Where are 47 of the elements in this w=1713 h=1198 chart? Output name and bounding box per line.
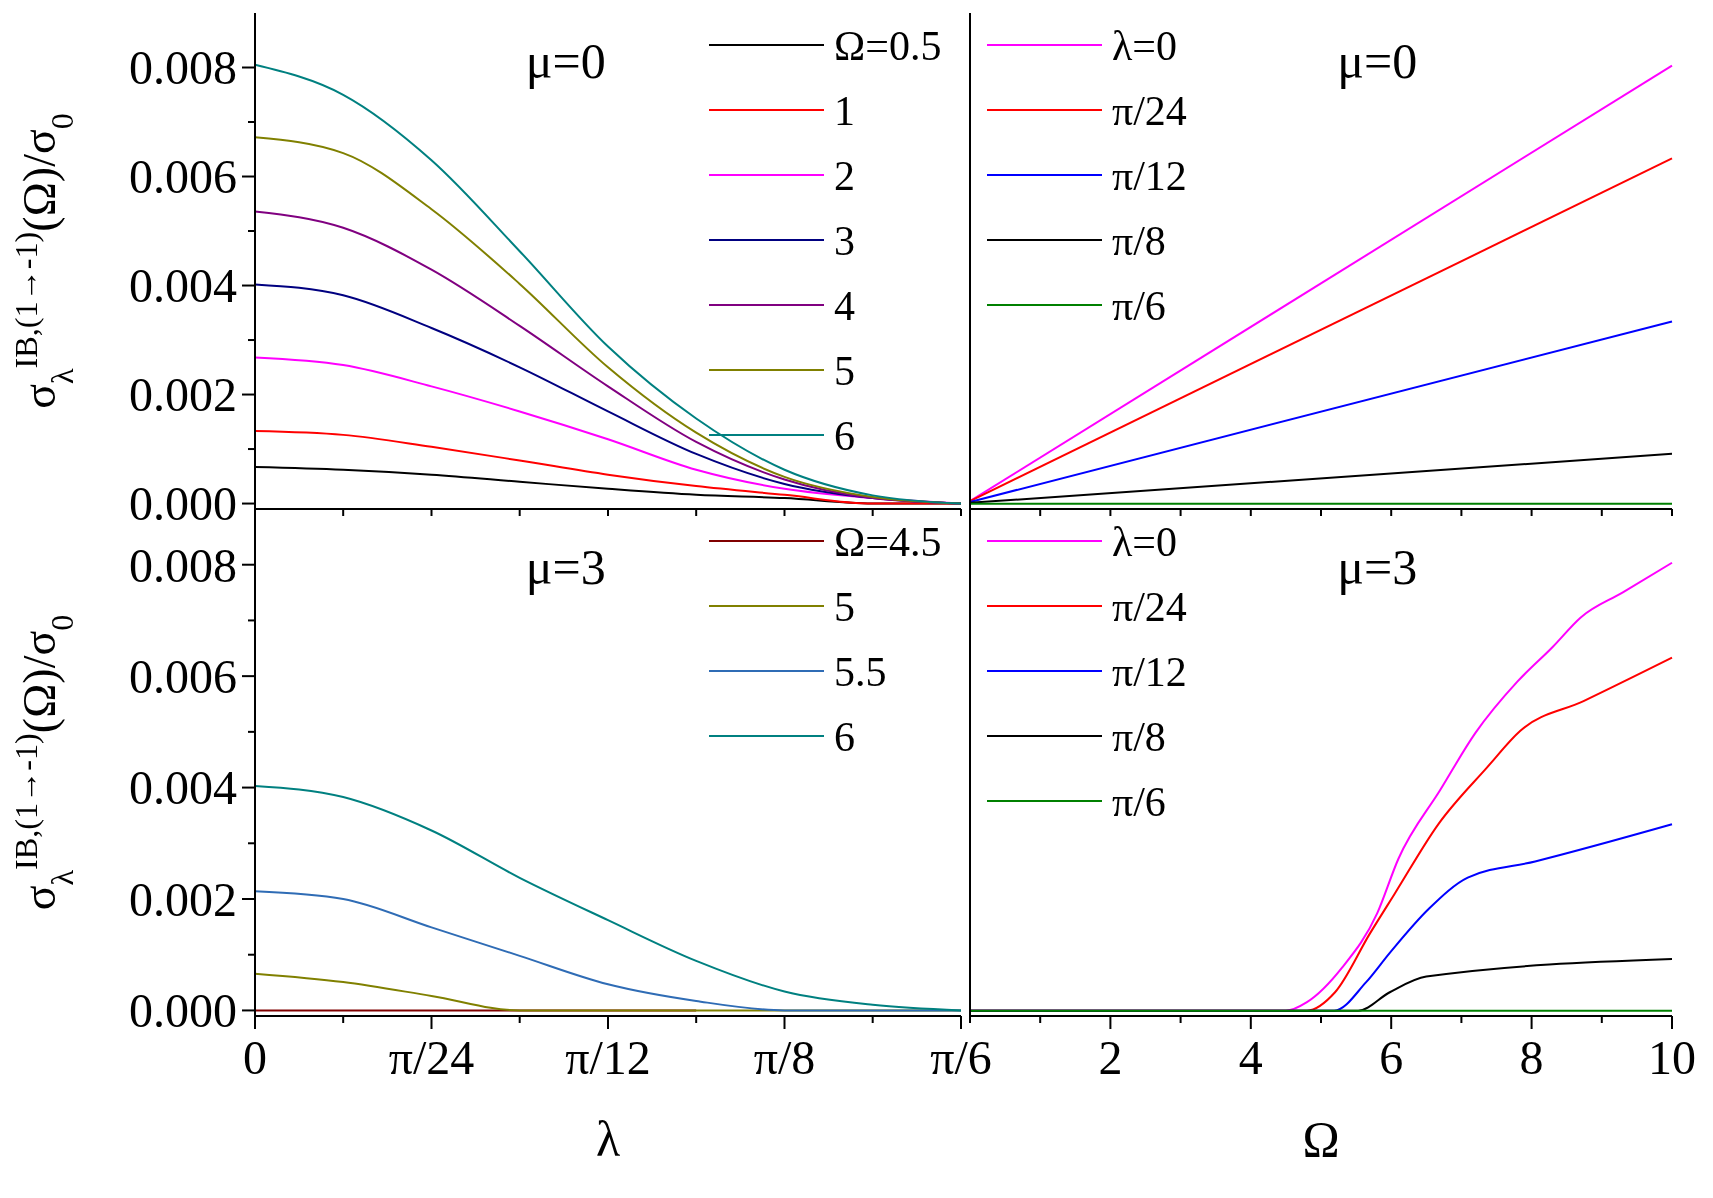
legend-label: λ=0 [1112,518,1178,565]
legend-label: 4 [834,282,855,329]
y-tick-label: 0.002 [129,872,237,926]
x-tick-label: 2 [1098,1031,1123,1084]
legend-label: 1 [834,87,855,134]
y-tick-label: 0.008 [129,41,237,95]
x-tick-label: 8 [1519,1031,1544,1084]
legend-label: 2 [834,152,855,199]
y-tick-label: 0.002 [129,368,237,422]
legend-label: π/12 [1112,648,1187,695]
x-tick-label: π/24 [388,1031,475,1084]
x-tick-label: 0 [243,1031,267,1084]
x-tick-label: π/6 [930,1031,992,1084]
legend-label: π/8 [1112,713,1166,760]
y-tick-label: 0.004 [129,761,237,815]
y-tick-label: 0.000 [129,984,237,1038]
x-axis-title: Ω [1302,1111,1340,1167]
annotation: μ=3 [525,539,606,595]
legend-label: Ω=0.5 [834,22,942,69]
legend-label: Ω=4.5 [834,518,942,565]
y-tick-label: 0.004 [129,259,237,313]
legend-label: π/6 [1112,282,1166,329]
annotation: μ=3 [1337,539,1418,595]
legend-label: 6 [834,412,855,459]
legend-label: 6 [834,713,855,760]
y-tick-label: 0.008 [129,538,237,592]
annotation: μ=0 [525,33,606,89]
legend-label: 5 [834,583,855,630]
legend-label: 5.5 [834,648,887,695]
legend-label: π/24 [1112,583,1187,630]
legend-label: 3 [834,217,855,264]
x-tick-label: π/8 [753,1031,816,1084]
legend-label: π/24 [1112,87,1187,134]
legend-label: 5 [834,347,855,394]
legend-label: π/12 [1112,152,1187,199]
x-tick-label: 6 [1379,1031,1404,1084]
legend-label: π/6 [1112,778,1166,825]
y-tick-label: 0.006 [129,150,237,204]
x-tick-label: 4 [1238,1031,1263,1084]
y-tick-label: 0.006 [129,649,237,703]
x-tick-label: 10 [1648,1031,1696,1084]
annotation: μ=0 [1337,33,1418,89]
legend-label: π/8 [1112,217,1166,264]
x-axis-title: λ [595,1111,621,1167]
x-tick-label: π/12 [565,1031,651,1084]
legend-label: λ=0 [1112,22,1178,69]
y-tick-label: 0.000 [129,477,237,531]
